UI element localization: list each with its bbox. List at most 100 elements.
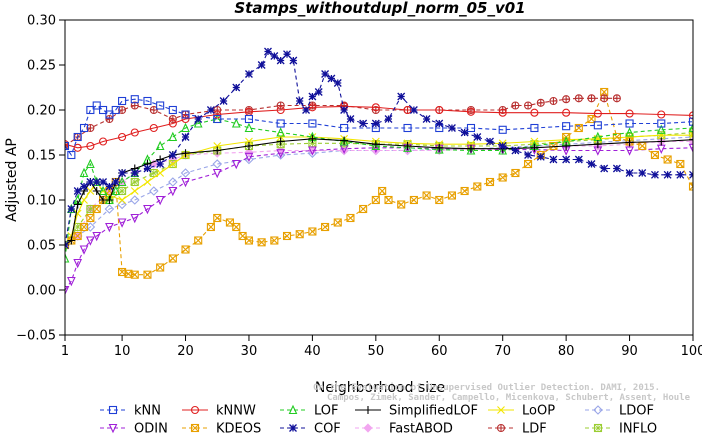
data-point-kdeos bbox=[473, 182, 482, 191]
data-point-odin bbox=[688, 143, 693, 154]
data-point-kdeos bbox=[371, 195, 380, 205]
data-point-cof bbox=[219, 97, 228, 105]
data-point-simplifiedlof bbox=[562, 142, 571, 150]
data-point-knnw bbox=[562, 108, 571, 117]
data-point-simplifiedlof bbox=[340, 136, 349, 145]
data-point-ldf bbox=[587, 94, 596, 103]
y-tick-label: 0.15 bbox=[27, 149, 56, 164]
data-point-knn bbox=[156, 101, 165, 110]
data-point-knn bbox=[308, 119, 317, 128]
data-point-simplifiedlof bbox=[403, 142, 412, 150]
data-point-lof bbox=[498, 145, 508, 155]
data-point-cof bbox=[562, 155, 571, 164]
data-point-knn bbox=[168, 105, 177, 115]
data-point-kdeos bbox=[359, 204, 368, 214]
data-point-knn bbox=[181, 110, 190, 119]
data-point-loop bbox=[80, 196, 88, 204]
data-point-odin bbox=[65, 285, 70, 296]
legend-label-knn: kNN bbox=[134, 404, 161, 419]
data-point-lof bbox=[79, 167, 89, 178]
data-point-knn bbox=[276, 119, 285, 128]
data-point-inflo bbox=[86, 204, 95, 214]
data-point-ldf bbox=[536, 98, 545, 107]
data-point-kdeos bbox=[612, 132, 621, 142]
data-point-cof bbox=[663, 170, 672, 179]
x-tick-label: 80 bbox=[558, 344, 575, 359]
data-point-knn bbox=[143, 96, 152, 106]
x-tick-label: 70 bbox=[494, 344, 511, 359]
series-kdeos bbox=[65, 87, 693, 279]
data-point-loop bbox=[86, 187, 95, 195]
legend-marker-kdeos bbox=[190, 423, 200, 433]
y-axis-label: Adjusted AP bbox=[4, 138, 20, 222]
data-point-lof bbox=[155, 140, 165, 151]
data-point-lof bbox=[65, 253, 70, 263]
data-point-cof bbox=[257, 61, 266, 69]
data-point-ldof bbox=[212, 159, 223, 169]
data-point-cof bbox=[524, 151, 533, 159]
data-point-simplifiedlof bbox=[181, 149, 190, 158]
x-tick-label: 50 bbox=[368, 344, 385, 359]
data-point-kdeos bbox=[397, 200, 406, 209]
data-point-kdeos bbox=[321, 222, 330, 232]
legend-label-ldof: LDOF bbox=[619, 404, 654, 419]
data-point-cof bbox=[321, 70, 330, 78]
data-point-simplifiedlof bbox=[530, 143, 539, 152]
data-point-ldf bbox=[549, 96, 558, 106]
legend: kNN kNNW LOF SimplifiedLOF LoOP LDOF ODIN KDEOS… bbox=[100, 404, 657, 434]
data-point-kdeos bbox=[409, 195, 418, 205]
data-point-odin bbox=[105, 222, 114, 233]
data-point-cof bbox=[422, 115, 431, 123]
data-point-kdeos bbox=[143, 270, 152, 279]
series-cof bbox=[65, 47, 693, 249]
data-point-simplifiedlof bbox=[657, 137, 666, 146]
data-point-kdeos bbox=[194, 236, 203, 245]
data-point-lof bbox=[168, 131, 178, 142]
data-point-simplifiedlof bbox=[92, 187, 101, 195]
legend-item-knn: kNN bbox=[100, 404, 161, 419]
data-point-cof bbox=[460, 128, 469, 137]
data-point-ldof bbox=[180, 168, 191, 178]
data-point-cof bbox=[264, 47, 272, 56]
data-point-odin bbox=[86, 236, 95, 246]
data-point-odin bbox=[276, 149, 286, 159]
data-point-kdeos bbox=[282, 231, 292, 241]
data-point-loop bbox=[689, 131, 693, 140]
legend-marker-knn bbox=[108, 405, 118, 415]
data-point-lof bbox=[231, 118, 241, 128]
data-point-odin bbox=[92, 231, 102, 242]
data-point-kdeos bbox=[435, 195, 444, 205]
data-point-cof bbox=[498, 142, 507, 150]
y-tick-label: 0.00 bbox=[27, 284, 56, 299]
data-point-knnw bbox=[593, 109, 602, 118]
data-point-simplifiedlof bbox=[73, 200, 82, 209]
data-point-cof bbox=[289, 56, 298, 65]
legend-label-lof: LOF bbox=[314, 404, 339, 419]
legend-marker-lof bbox=[288, 404, 298, 415]
data-point-ldof bbox=[129, 195, 140, 205]
legend-label-ldf: LDF bbox=[522, 422, 547, 434]
data-point-ldof bbox=[149, 186, 159, 196]
data-point-kdeos bbox=[346, 213, 355, 223]
data-point-cof bbox=[283, 50, 291, 59]
data-point-cof bbox=[587, 160, 596, 168]
data-point-odin bbox=[73, 258, 83, 269]
data-point-cof bbox=[181, 133, 190, 141]
data-point-kdeos bbox=[86, 213, 95, 223]
data-point-kdeos bbox=[688, 182, 693, 191]
axes: 1 10 20 30 40 50 60 70 80 90 100 −0.05 0.00 0.05 0.10 0… bbox=[16, 14, 702, 360]
data-point-simplifiedlof bbox=[244, 142, 253, 150]
legend-marker-simplifiedlof bbox=[364, 406, 372, 414]
data-point-kdeos bbox=[638, 141, 647, 151]
series-knnw bbox=[65, 102, 693, 152]
data-point-cof bbox=[625, 169, 634, 177]
data-point-cof bbox=[650, 170, 659, 179]
series-line-knnw bbox=[65, 105, 693, 149]
data-point-kdeos bbox=[130, 270, 139, 279]
data-point-lof bbox=[466, 145, 476, 155]
data-point-ldf bbox=[612, 94, 621, 103]
plot-frame bbox=[64, 19, 694, 336]
x-axis-label: Neighborhood size bbox=[315, 380, 445, 396]
data-point-odin bbox=[308, 146, 317, 156]
data-point-knnw bbox=[657, 110, 666, 119]
